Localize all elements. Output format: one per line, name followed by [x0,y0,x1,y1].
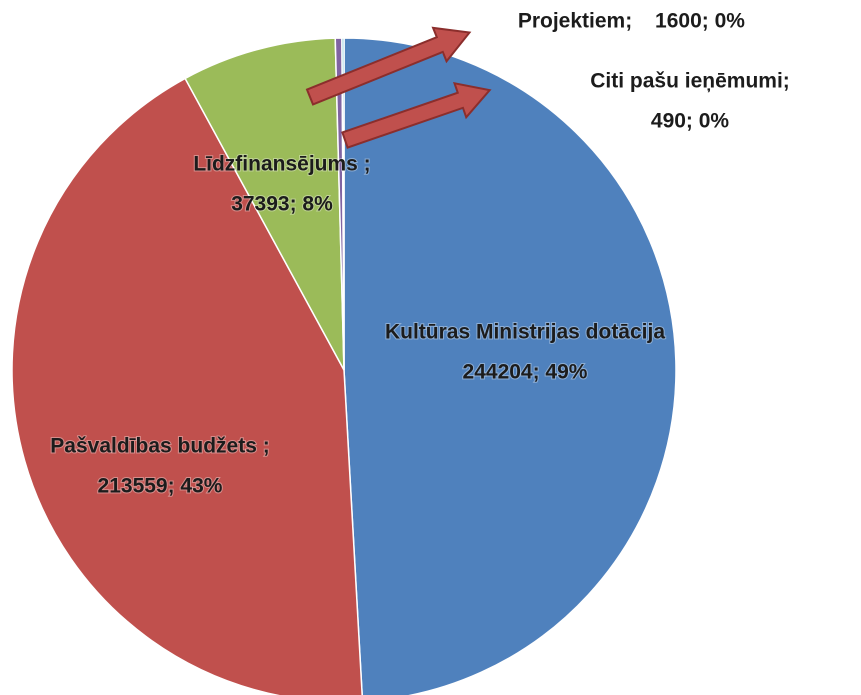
data-label-value: 490; 0% [651,110,730,133]
data-label-name: Līdzfinansējums ; [193,153,370,176]
pie-slice [341,37,345,371]
labels: Kultūras Ministrijas dotācija 244204; 49%… [49,9,790,499]
arrow [341,81,492,149]
data-label-value: 244204; 49% [463,361,588,384]
data-label-name: Projektiem; [518,10,632,33]
data-label-value: 213559; 43% [98,475,223,498]
data-label-name: Kultūras Ministrijas dotācija [385,321,665,344]
arrow [305,26,472,106]
arrow-shape [341,81,492,149]
data-label-value: 37393; 8% [231,193,333,216]
pie-slice [11,77,363,695]
pie-slice [343,37,677,695]
data-label-name: Pašvaldības budžets ; [50,435,269,458]
data-label-name: Citi pašu ieņēmumi; [590,70,790,93]
data-label-value: 1600; 0% [655,10,745,33]
arrow-shape [305,26,472,106]
pie [11,37,677,695]
pie-slice [184,37,345,371]
